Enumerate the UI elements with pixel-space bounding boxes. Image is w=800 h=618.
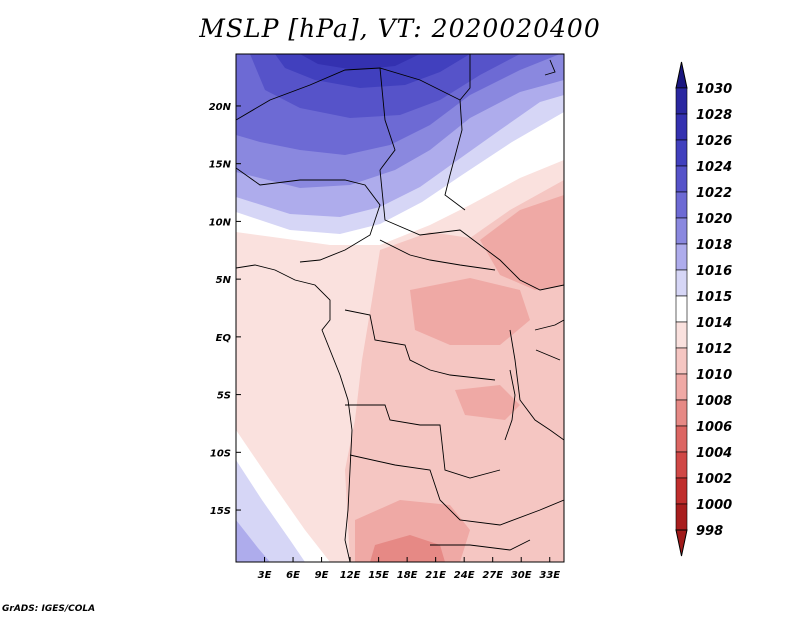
colorbar-label: 1026: [696, 134, 732, 149]
colorbar-label: 1014: [696, 316, 732, 331]
band-1006-south: [370, 535, 445, 562]
colorbar-segment: [675, 399, 688, 427]
lat-tick-label: 20N: [209, 102, 232, 113]
colorbar-segment: [675, 347, 688, 375]
lon-tick-label: 18E: [397, 570, 418, 581]
colorbar-segment: [675, 217, 688, 245]
country-borders: [236, 54, 564, 562]
colorbar-segment: [675, 191, 688, 219]
band-1026: [300, 54, 420, 70]
lon-tick-label: 21E: [425, 570, 446, 581]
lon-tick-label: 33E: [539, 570, 560, 581]
colorbar-label: 1012: [696, 342, 732, 357]
longitude-axis: 3E 6E 9E 12E 15E 18E 21E 24E 27E 30E 33E: [258, 557, 560, 581]
lat-tick-label: 5S: [217, 391, 231, 402]
colorbar-label: 1008: [696, 394, 732, 409]
colorbar-segment: [675, 243, 688, 271]
colorbar-segment: [675, 295, 688, 323]
lon-tick-label: 9E: [315, 570, 329, 581]
band-1015-sw: [236, 460, 305, 562]
colorbar-label: 1015: [696, 290, 732, 305]
lon-tick-label: 3E: [258, 570, 272, 581]
colorbar-label: 1006: [696, 420, 732, 435]
lat-tick-label: 15S: [210, 506, 231, 517]
lon-tick-label: 30E: [511, 570, 532, 581]
lat-tick-label: 10N: [209, 217, 232, 228]
latitude-axis: 20N 15N 10N 5N EQ 5S 10S 15S: [209, 102, 241, 517]
colorbar-label: 1000: [696, 498, 732, 513]
band-1008-mid: [455, 385, 520, 420]
band-1008-central: [410, 278, 530, 345]
colorbar: 1030 1028 1026 1024 1022 1020 1018 1016 1015 1014…: [675, 61, 732, 557]
lon-tick-label: 27E: [482, 570, 503, 581]
colorbar-label: 998: [696, 524, 723, 539]
band-1016-sw: [236, 520, 270, 562]
lat-tick-label: EQ: [216, 333, 232, 344]
band-1014: [236, 108, 564, 245]
colorbar-segment: [675, 269, 688, 297]
lat-tick-label: 15N: [209, 160, 232, 171]
colorbar-label: 1010: [696, 368, 732, 383]
lon-tick-label: 15E: [368, 570, 389, 581]
lat-tick-label: 10S: [210, 448, 231, 459]
colorbar-label: 1002: [696, 472, 732, 487]
colorbar-label: 1028: [696, 108, 732, 123]
map-frame: [235, 53, 565, 563]
plot-title: MSLP [hPa], VT: 2020020400: [199, 14, 601, 43]
colorbar-label: 1004: [696, 446, 732, 461]
colorbar-segment: [675, 451, 688, 479]
colorbar-segment: [675, 321, 688, 349]
lon-tick-label: 12E: [340, 570, 361, 581]
colorbar-label: 1024: [696, 160, 732, 175]
colorbar-bottom-arrow: [675, 529, 688, 557]
colorbar-label: 1016: [696, 264, 732, 279]
colorbar-label: 1020: [696, 212, 732, 227]
pressure-field: [236, 54, 564, 562]
colorbar-label: 1030: [696, 82, 732, 97]
colorbar-label: 1022: [696, 186, 732, 201]
lon-tick-label: 6E: [286, 570, 300, 581]
colorbar-label: 1018: [696, 238, 732, 253]
lon-tick-label: 24E: [454, 570, 475, 581]
colorbar-segment: [675, 477, 688, 505]
colorbar-segment: [675, 425, 688, 453]
colorbar-segment: [675, 165, 688, 193]
colorbar-top-arrow: [675, 61, 688, 89]
colorbar-segment: [675, 139, 688, 167]
grads-credit: GrADS: IGES/COLA: [2, 604, 96, 614]
colorbar-segment: [675, 373, 688, 401]
colorbar-segment: [675, 87, 688, 115]
colorbar-segment: [675, 113, 688, 141]
lat-tick-label: 5N: [216, 275, 232, 286]
band-1008-east: [480, 195, 564, 290]
colorbar-segment: [675, 503, 688, 531]
